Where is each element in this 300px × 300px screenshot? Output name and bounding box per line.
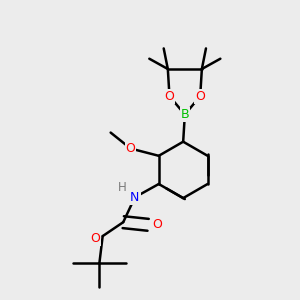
Text: O: O — [90, 232, 100, 245]
Text: O: O — [164, 90, 174, 103]
Text: O: O — [195, 90, 205, 103]
Text: H: H — [118, 181, 127, 194]
Text: O: O — [126, 142, 136, 155]
Text: B: B — [181, 108, 189, 121]
Text: O: O — [152, 218, 162, 231]
Text: N: N — [130, 191, 140, 204]
